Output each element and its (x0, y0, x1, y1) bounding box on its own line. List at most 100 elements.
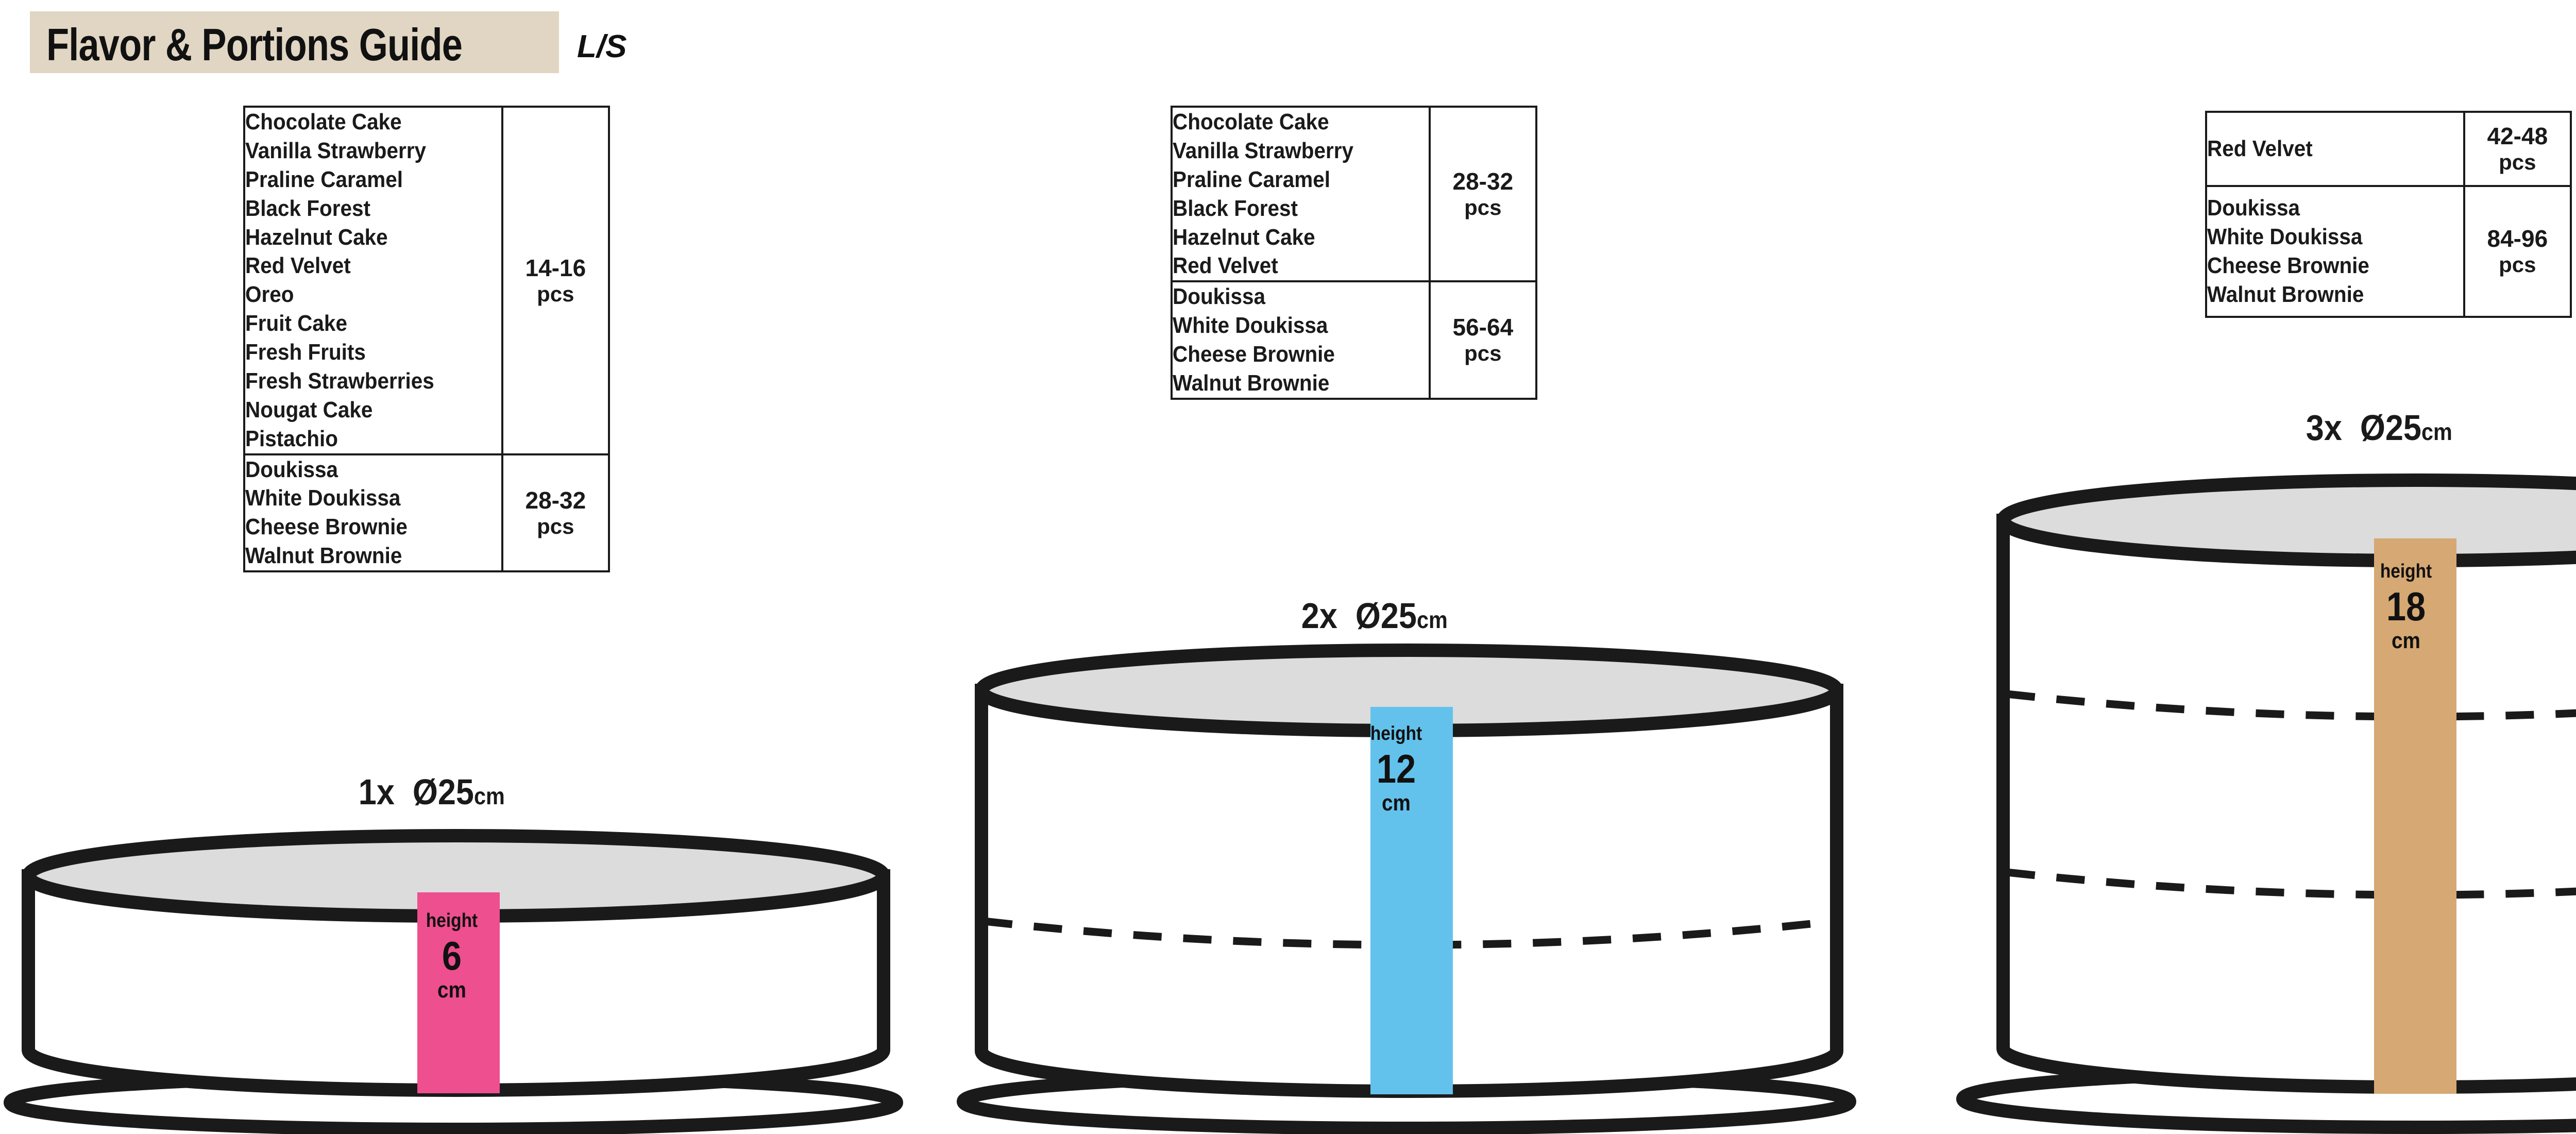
portion-count-unit: pcs (2499, 150, 2536, 175)
cake-1-diameter-unit: cm (473, 783, 505, 809)
portion-count-value: 28-32 (525, 486, 586, 514)
header-banner (30, 11, 559, 73)
list-item: White Doukissa (1173, 313, 1328, 338)
table-row: Doukissa White Doukissa Cheese Brownie W… (243, 453, 611, 572)
portion-count-unit: pcs (1464, 341, 1502, 366)
cake-1-tier-count: 1x (358, 772, 395, 812)
list-item: White Doukissa (2207, 224, 2363, 250)
portions-table-1x: Chocolate Cake Vanilla Strawberry Pralin… (243, 106, 611, 572)
size-code-label: L/S (577, 29, 627, 64)
cake-diagram-2x (953, 639, 1856, 1134)
cake-3-tier-count: 3x (2306, 408, 2342, 448)
list-item: Fruit Cake (245, 311, 347, 336)
list-item: Walnut Brownie (2207, 281, 2364, 307)
cake-2-height-label: height 12 cm (1358, 724, 1435, 815)
cake-3-body (1996, 514, 2576, 1094)
cake-diagram-3x (1953, 466, 2576, 1134)
cake-3-height-unit: cm (2392, 628, 2420, 653)
cake-2-size-caption: 2x Ø25cm (1301, 595, 1448, 636)
list-item: Vanilla Strawberry (245, 138, 427, 163)
portions-table-2x: Chocolate Cake Vanilla Strawberry Pralin… (1171, 105, 1538, 400)
cake-3-top (1996, 473, 2576, 567)
list-item: Cheese Brownie (245, 514, 408, 540)
list-item: Vanilla Strawberry (1173, 138, 1354, 163)
portion-count-unit: pcs (537, 281, 574, 306)
list-item: Walnut Brownie (245, 543, 402, 569)
cake-diagram-1x (0, 824, 903, 1134)
cake-3-diameter-unit: cm (2421, 418, 2452, 445)
portion-count-value: 56-64 (1452, 314, 1514, 341)
cake-2-height-band (1370, 707, 1453, 1094)
list-item: White Doukissa (245, 485, 401, 511)
cake-3-height-value: 18 (2386, 584, 2426, 629)
list-item: Red Velvet (1173, 253, 1278, 279)
list-item: Pistachio (245, 426, 338, 451)
table-row: Chocolate Cake Vanilla Strawberry Pralin… (243, 106, 611, 455)
flavor-list-cell: Red Velvet (2205, 111, 2465, 187)
list-item: Chocolate Cake (1173, 109, 1329, 134)
cake-1-diameter: Ø25 (412, 772, 474, 812)
cake-1-illustration (4, 829, 903, 1134)
portion-count-cell: 42-48 pcs (2463, 111, 2572, 187)
cake-3-size-caption: 3x Ø25cm (2306, 407, 2452, 448)
cake-1-height-label: height 6 cm (413, 911, 490, 1002)
portion-count-cell: 28-32 pcs (501, 453, 611, 572)
flavor-list-cell: Chocolate Cake Vanilla Strawberry Pralin… (243, 106, 503, 455)
list-item: Red Velvet (2207, 136, 2313, 162)
cake-1-height-unit: cm (437, 977, 466, 1003)
portion-count-unit: pcs (537, 514, 574, 538)
cake-1-height-value: 6 (442, 933, 462, 978)
cake-3-height-band (2374, 538, 2456, 1094)
cake-3-diameter: Ø25 (2360, 408, 2421, 448)
portion-count-cell: 84-96 pcs (2463, 185, 2572, 318)
list-item: Black Forest (1173, 195, 1298, 221)
table-row: Doukissa White Doukissa Cheese Brownie W… (2205, 185, 2572, 318)
list-item: Hazelnut Cake (1173, 224, 1315, 250)
cake-2-height-unit: cm (1382, 790, 1411, 816)
portion-count-cell: 14-16 pcs (501, 106, 611, 455)
cake-2-height-word: height (1370, 723, 1422, 744)
list-item: Red Velvet (245, 253, 351, 279)
portion-count-unit: pcs (1464, 195, 1502, 219)
portion-count-value: 28-32 (1452, 168, 1514, 195)
cake-2-diameter: Ø25 (1355, 596, 1417, 636)
table-row: Doukissa White Doukissa Cheese Brownie W… (1171, 280, 1538, 400)
flavor-list-cell: Doukissa White Doukissa Cheese Brownie W… (1171, 280, 1431, 400)
flavor-list-cell: Chocolate Cake Vanilla Strawberry Pralin… (1171, 105, 1431, 283)
list-item: Oreo (245, 282, 294, 308)
list-item: Cheese Brownie (1173, 342, 1335, 367)
list-item: Doukissa (1173, 284, 1265, 310)
cake-2-height-value: 12 (1376, 746, 1416, 791)
list-item: Black Forest (245, 195, 370, 221)
list-item: Praline Caramel (1173, 166, 1331, 192)
cake-1-height-band (417, 892, 500, 1093)
portion-count-value: 84-96 (2487, 225, 2548, 252)
cake-2-diameter-unit: cm (1416, 606, 1448, 633)
list-item: Cheese Brownie (2207, 253, 2369, 278)
list-item: Chocolate Cake (245, 109, 402, 134)
cake-1-height-word: height (426, 910, 478, 932)
list-item: Fresh Strawberries (245, 368, 434, 394)
cake-3-height-word: height (2380, 561, 2432, 582)
table-row: Red Velvet 42-48 pcs (2205, 111, 2572, 187)
list-item: Fresh Fruits (245, 340, 366, 365)
portion-count-cell: 56-64 pcs (1428, 280, 1538, 400)
cake-1-size-caption: 1x Ø25cm (359, 771, 505, 813)
list-item: Praline Caramel (245, 166, 403, 192)
portion-count-value: 42-48 (2487, 123, 2548, 150)
portion-count-value: 14-16 (525, 254, 586, 281)
list-item: Hazelnut Cake (245, 224, 388, 250)
cake-2-tier-count: 2x (1301, 596, 1337, 636)
list-item: Walnut Brownie (1173, 370, 1330, 396)
cake-2-illustration (957, 644, 1856, 1134)
table-row: Chocolate Cake Vanilla Strawberry Pralin… (1171, 105, 1538, 283)
list-item: Doukissa (2207, 195, 2300, 221)
cake-3-height-label: height 18 cm (2367, 562, 2445, 652)
portions-table-3x: Red Velvet 42-48 pcs Doukissa White Douk… (2205, 111, 2572, 318)
portion-count-unit: pcs (2499, 252, 2536, 277)
list-item: Nougat Cake (245, 397, 373, 422)
page-title: Flavor & Portions Guide (46, 19, 463, 70)
flavor-list-cell: Doukissa White Doukissa Cheese Brownie W… (243, 453, 503, 572)
list-item: Doukissa (245, 456, 338, 482)
